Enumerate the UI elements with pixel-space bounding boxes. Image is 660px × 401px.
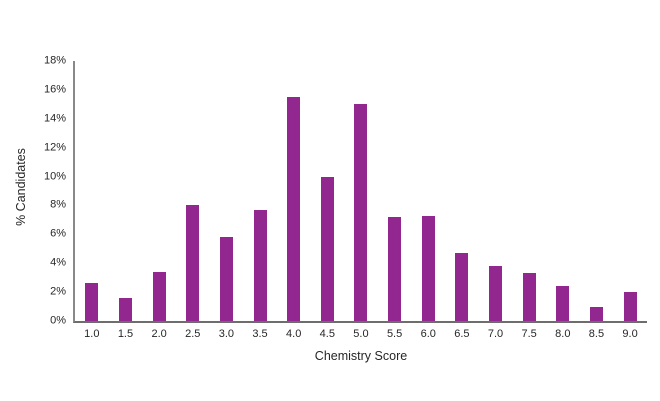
bar-slot	[580, 61, 614, 321]
bar-7.0	[489, 266, 502, 321]
x-tick-label: 2.5	[185, 328, 201, 340]
x-axis-title: Chemistry Score	[314, 349, 408, 363]
bar-slot	[142, 61, 176, 321]
bar-slot	[243, 61, 277, 321]
bar-1.5	[118, 297, 132, 321]
bar-8.0	[556, 286, 570, 321]
y-tick-label: 0%	[50, 314, 66, 327]
x-tick-label: 4.0	[286, 328, 302, 340]
x-tick-label: 3.0	[218, 328, 235, 340]
bar-slot	[109, 61, 143, 321]
bar-slot	[176, 61, 210, 321]
bar-9.0	[623, 292, 637, 321]
bar-8.5	[589, 306, 603, 321]
x-tick-label: 6.0	[420, 328, 436, 340]
bar-slot	[75, 61, 109, 321]
plot-area: 0% 2% 4% 6% 8% 10% 12% 14% 16% 18% 1.0 1.5 2.0 2.5 3.…	[44, 55, 647, 363]
x-tick-label: 2.0	[151, 328, 167, 340]
bars-container	[75, 61, 647, 321]
bar-2.5	[186, 205, 200, 321]
x-tick-label: 7.0	[487, 328, 504, 340]
x-tick-label: 5.0	[353, 328, 369, 340]
bar-4.0	[287, 97, 301, 321]
x-tick-label: 1.0	[84, 328, 100, 340]
bar-slot	[277, 61, 311, 321]
bar-slot	[613, 61, 647, 321]
x-tick-label: 3.5	[252, 328, 268, 340]
bar-7.5	[522, 273, 536, 321]
bar-1.0	[85, 283, 99, 321]
y-tick-label: 4%	[50, 256, 66, 269]
y-tick-labels: 0% 2% 4% 6% 8% 10% 12% 14% 16% 18%	[24, 55, 66, 326]
y-tick-label: 2%	[50, 285, 66, 298]
y-tick-label: 10%	[43, 170, 66, 183]
bar-slot	[210, 61, 244, 321]
bar-slot	[378, 61, 412, 321]
bar-6.5	[455, 253, 469, 321]
y-tick-label: 8%	[50, 198, 66, 211]
x-tick-labels: 1.0 1.5 2.0 2.5 3.0 3.5 4.0 4.5 5.0 5.5 6.0 6.5 7.0 7…	[75, 329, 647, 340]
bar-5.5	[388, 217, 402, 321]
bar-slot	[512, 61, 546, 321]
bar-5.0	[354, 104, 368, 321]
y-tick-label: 16%	[43, 83, 66, 96]
y-tick-label: 6%	[50, 227, 66, 240]
x-tick-label: 5.5	[386, 328, 403, 340]
x-tick-label: 1.5	[117, 328, 134, 340]
bar-slot	[546, 61, 580, 321]
x-tick-label: 9.0	[622, 328, 638, 340]
bar-2.0	[152, 271, 166, 321]
x-tick-label: 6.5	[454, 328, 470, 340]
bar-slot	[445, 61, 479, 321]
x-tick-label: 8.0	[555, 328, 571, 340]
y-tick-label: 14%	[43, 112, 66, 125]
y-tick-label: 18%	[43, 54, 66, 67]
bar-3.5	[253, 209, 267, 321]
x-tick-label: 4.5	[319, 328, 335, 340]
bar-slot	[411, 61, 445, 321]
x-tick-label: 8.5	[588, 328, 605, 340]
bar-slot	[479, 61, 513, 321]
bar-4.5	[320, 176, 334, 321]
bar-3.0	[219, 237, 233, 321]
bar-6.0	[421, 215, 435, 321]
bar-slot	[310, 61, 344, 321]
y-tick-label: 12%	[43, 141, 66, 154]
bar-slot	[344, 61, 378, 321]
x-tick-label: 7.5	[521, 328, 537, 340]
